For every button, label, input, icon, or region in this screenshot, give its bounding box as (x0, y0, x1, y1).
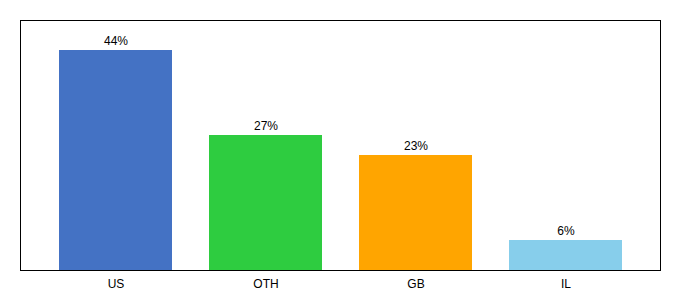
svg-text:27%: 27% (254, 119, 278, 133)
svg-text:US: US (108, 277, 125, 291)
svg-text:OTH: OTH (253, 277, 278, 291)
svg-text:IL: IL (561, 277, 571, 291)
svg-text:GB: GB (407, 277, 424, 291)
svg-text:6%: 6% (557, 224, 575, 238)
svg-text:44%: 44% (104, 34, 128, 48)
svg-text:23%: 23% (404, 139, 428, 153)
